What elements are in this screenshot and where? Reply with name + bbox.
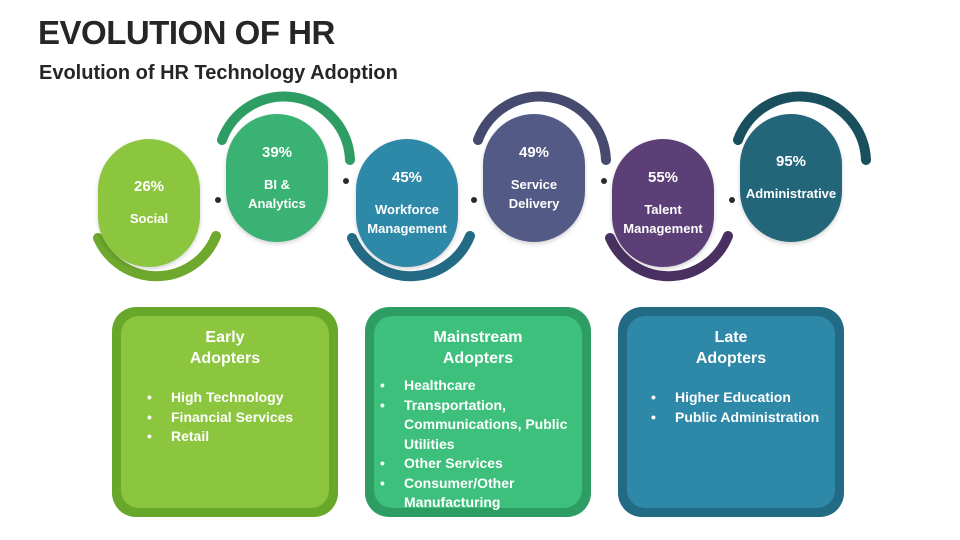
group-list: Healthcare Transportation, Communication… — [374, 376, 582, 513]
group-mainstream-adopters: Mainstream Adopters Healthcare Transport… — [365, 307, 591, 517]
stage-social: 26% Social — [98, 139, 200, 267]
stage-service-delivery: 49% Service Delivery — [483, 114, 585, 242]
stage-label: Social — [129, 211, 169, 226]
stage-label: Talent Management — [623, 201, 703, 236]
connector-dot — [215, 197, 221, 203]
connector-dot — [601, 178, 607, 184]
stage-label: BI & Analytics — [248, 176, 306, 211]
stage-workforce-management: 45% Workforce Management — [356, 139, 458, 267]
stage-administrative: 95% Administrative — [740, 114, 842, 242]
list-item: Public Administration — [651, 408, 825, 428]
arc-social — [93, 231, 221, 282]
list-item: Financial Services — [147, 408, 329, 428]
group-early-adopters: Early Adopters High Technology Financial… — [112, 307, 338, 517]
arc-bi-analytics — [217, 91, 355, 165]
list-item: Consumer/Other Manufacturing — [380, 474, 576, 513]
stage-label: Administrative — [745, 186, 837, 201]
arc-administrative — [733, 91, 871, 165]
stage-percent: 39% — [261, 143, 293, 161]
stage-percent: 55% — [647, 168, 679, 186]
connector-dot — [471, 197, 477, 203]
arc-workforce — [347, 231, 475, 282]
stage-talent-management: 55% Talent Management — [612, 139, 714, 267]
stage-percent: 26% — [133, 178, 165, 195]
stage-percent: 45% — [391, 168, 423, 186]
page-subtitle: Evolution of HR Technology Adoption — [39, 62, 398, 84]
list-item: Retail — [147, 427, 329, 447]
stage-bi-analytics: 39% BI & Analytics — [226, 114, 328, 242]
stage-percent: 49% — [518, 143, 550, 161]
connector-dot — [343, 178, 349, 184]
connector-dot — [729, 197, 735, 203]
stage-label: Workforce Management — [367, 201, 447, 236]
list-item: Higher Education — [651, 388, 825, 408]
list-item: Healthcare — [380, 376, 576, 396]
group-late-adopters: Late Adopters Higher Education Public Ad… — [618, 307, 844, 517]
group-list: High Technology Financial Services Retai… — [121, 388, 329, 447]
group-title: Early Adopters — [189, 329, 261, 367]
group-title: Late Adopters — [695, 329, 767, 367]
list-item: High Technology — [147, 388, 329, 408]
list-item: Transportation, Communications, Public U… — [380, 396, 576, 455]
page-title: EVOLUTION OF HR — [38, 14, 335, 51]
list-item: Other Services — [380, 454, 576, 474]
group-list: Higher Education Public Administration — [627, 388, 835, 427]
stage-label: Service Delivery — [508, 176, 560, 211]
arc-talent — [605, 231, 733, 282]
arc-service-delivery — [473, 91, 611, 165]
stage-percent: 95% — [775, 153, 807, 170]
group-title: Mainstream Adopters — [433, 329, 523, 367]
